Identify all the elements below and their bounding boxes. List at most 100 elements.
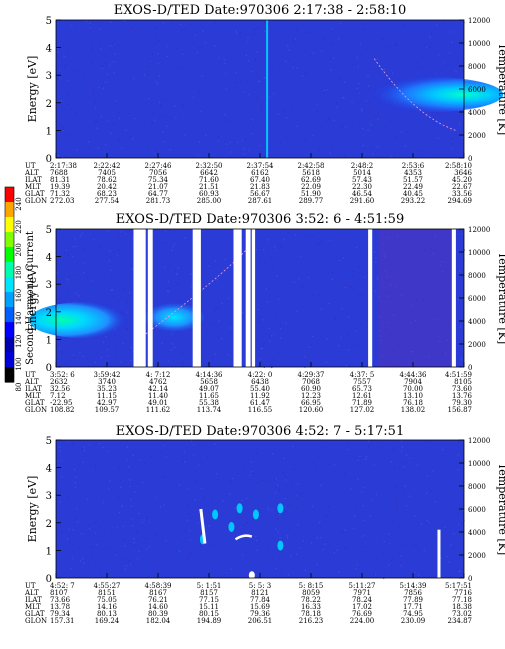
y-tick-label: 3 xyxy=(46,491,52,502)
table-cell: 45.20 xyxy=(452,176,472,184)
table-cell: 3:59:42 xyxy=(94,371,121,379)
y2-tick-label: 12000 xyxy=(468,17,490,25)
table-cell: 78.18 xyxy=(301,610,321,618)
y2-tick-label: 2000 xyxy=(468,132,486,140)
y-tick-label: 1 xyxy=(46,546,52,557)
data-gap xyxy=(133,229,146,367)
table-cell: 8105 xyxy=(454,378,472,386)
panels: EXOS-D/TED Date:970306 2:17:38 - 2:58:10… xyxy=(24,3,505,625)
table-cell: 272.03 xyxy=(50,197,75,205)
table-cell: 8157 xyxy=(200,589,218,597)
y-tick-label: 4 xyxy=(46,464,52,475)
panel-title: EXOS-D/TED Date:970306 4:52: 7 - 5:17:51 xyxy=(116,424,404,439)
row-label: ILAT xyxy=(25,385,42,393)
table-cell: 11.40 xyxy=(148,392,168,400)
table-cell: 281.73 xyxy=(146,197,171,205)
y2-tick-label: 10000 xyxy=(468,249,490,257)
table-cell: 8151 xyxy=(98,589,116,597)
table-cell: 77.84 xyxy=(250,596,271,604)
table-cell: 76.21 xyxy=(148,596,168,604)
table-cell: 33.56 xyxy=(452,190,473,198)
row-label: GLON xyxy=(25,617,47,625)
table-cell: 2:22:42 xyxy=(94,162,121,170)
y-axis-label: Energy [eV] xyxy=(26,56,39,123)
y2-axis-label: Temperature [K] xyxy=(496,252,505,344)
table-cell: 157.31 xyxy=(50,617,75,625)
row-label: GLON xyxy=(25,406,47,414)
table-cell: 4353 xyxy=(404,169,422,177)
table-cell: 51.90 xyxy=(301,190,321,198)
table-cell: 12.23 xyxy=(301,392,321,400)
y-tick-label: 1 xyxy=(46,126,52,137)
table-cell: 78.62 xyxy=(97,176,117,184)
y-tick-label: 4 xyxy=(46,44,52,55)
table-cell: 5: 5: 3 xyxy=(249,582,272,590)
panel-2: EXOS-D/TED Date:970306 3:52: 6 - 4:51:59… xyxy=(24,212,505,414)
ion-patch xyxy=(277,503,284,514)
table-cell: 116.55 xyxy=(248,406,273,414)
table-cell: 22.30 xyxy=(352,183,372,191)
colorbar-tick: 220 xyxy=(15,220,23,233)
table-cell: 79.34 xyxy=(50,610,71,618)
table-cell: 4:14:36 xyxy=(196,371,224,379)
y2-tick-label: 4000 xyxy=(468,529,486,537)
table-cell: 7688 xyxy=(50,169,68,177)
y-tick-label: 0 xyxy=(46,574,52,585)
colorbar-swatch xyxy=(5,322,14,338)
table-cell: 67.40 xyxy=(250,176,270,184)
table-cell: 230.09 xyxy=(401,617,426,625)
table-cell: 21.51 xyxy=(199,183,219,191)
table-cell: 13.76 xyxy=(452,392,473,400)
y-tick-label: 5 xyxy=(46,436,52,447)
colorbar-swatch xyxy=(5,202,14,218)
y-tick-label: 2 xyxy=(46,519,52,530)
y2-tick-label: 6000 xyxy=(468,506,486,514)
y2-tick-label: 10000 xyxy=(468,40,490,48)
table-cell: 57.43 xyxy=(352,176,372,184)
y2-tick-label: 0 xyxy=(468,155,472,163)
table-cell: 3740 xyxy=(98,378,116,386)
y2-tick-label: 6000 xyxy=(468,295,486,303)
ion-patch xyxy=(212,509,219,520)
table-cell: 2:53:6 xyxy=(402,162,425,170)
table-cell: 4:52: 7 xyxy=(50,582,75,590)
ion-patch xyxy=(252,509,259,520)
row-label: MLT xyxy=(25,183,41,191)
table-cell: 8107 xyxy=(50,589,68,597)
y2-tick-label: 8000 xyxy=(468,483,486,491)
table-cell: 182.04 xyxy=(146,617,171,625)
row-label: ALT xyxy=(24,589,39,597)
table-cell: 293.22 xyxy=(401,197,426,205)
table-cell: 19.39 xyxy=(50,183,70,191)
bright-streak xyxy=(437,529,441,578)
table-cell: 73.60 xyxy=(452,385,472,393)
table-cell: 7405 xyxy=(98,169,116,177)
table-cell: 46.54 xyxy=(352,190,373,198)
table-cell: 234.87 xyxy=(448,617,473,625)
table-cell: 4:51:59 xyxy=(445,371,472,379)
table-cell: 32.56 xyxy=(50,385,71,393)
table-cell: 7.12 xyxy=(50,392,66,400)
table-cell: 113.74 xyxy=(197,406,222,414)
table-cell: 2:27:46 xyxy=(145,162,173,170)
bright-streak xyxy=(248,571,255,580)
data-gap xyxy=(451,229,456,367)
y-tick-label: 3 xyxy=(46,280,52,291)
table-cell: 42.97 xyxy=(97,399,117,407)
y2-tick-label: 6000 xyxy=(468,86,486,94)
table-cell: 40.45 xyxy=(403,190,423,198)
y2-tick-label: 0 xyxy=(468,364,472,372)
y-tick-label: 5 xyxy=(46,225,52,236)
table-cell: 2:48:2 xyxy=(351,162,374,170)
colorbar-swatch xyxy=(5,232,14,248)
colorbar-tick: 100 xyxy=(15,357,23,370)
spectrogram-background xyxy=(56,229,464,367)
table-cell: 60.93 xyxy=(199,190,219,198)
table-cell: 4:22: 0 xyxy=(248,371,273,379)
colorbar-swatch xyxy=(5,307,14,323)
y-tick-label: 4 xyxy=(46,253,52,264)
table-cell: 287.61 xyxy=(248,197,273,205)
table-cell: 81.31 xyxy=(50,176,70,184)
y-axis-label: Energy [eV] xyxy=(26,476,39,543)
colorbar: 240 220 200 180 160 140 120 100 80 xyxy=(4,186,23,391)
